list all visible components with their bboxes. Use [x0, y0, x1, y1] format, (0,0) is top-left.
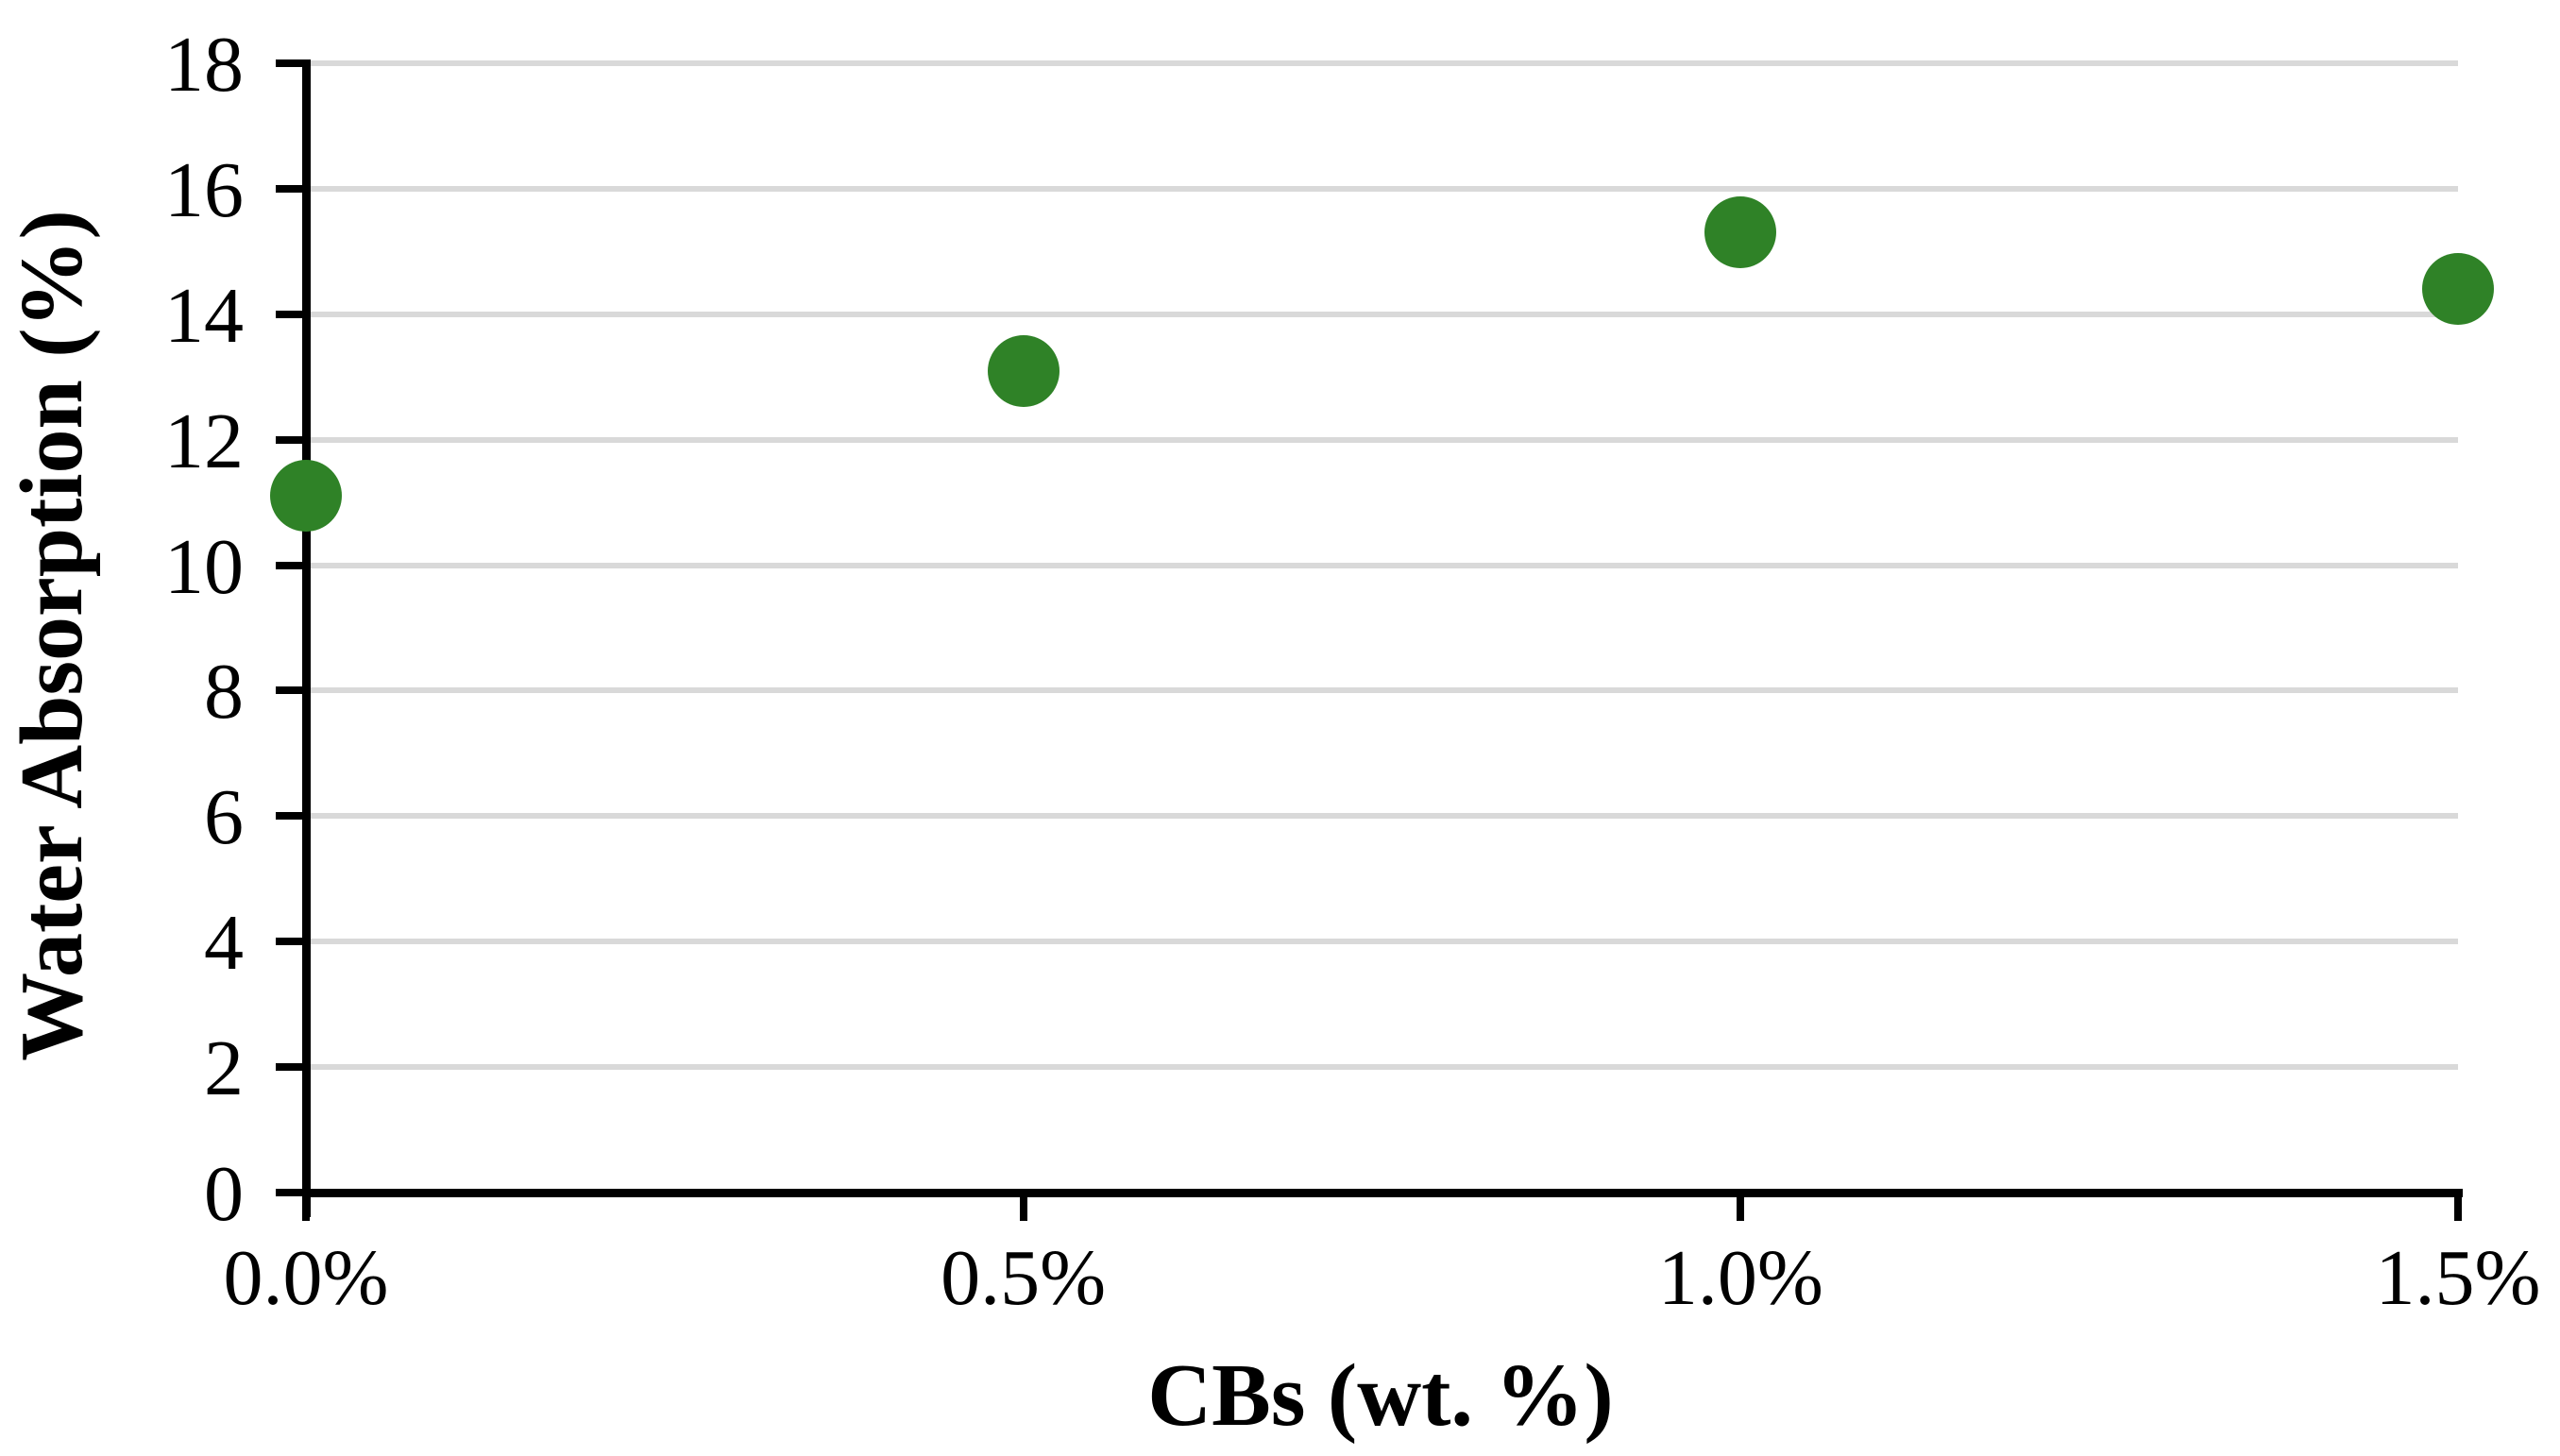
y-tick-label-16: 16	[164, 145, 244, 234]
y-tick-12	[276, 435, 310, 444]
y-tick-label-4: 4	[204, 899, 244, 988]
data-point-1.0%	[1704, 196, 1777, 269]
x-tick-label-0: 0.0%	[223, 1234, 389, 1322]
y-tick-label-0: 0	[204, 1150, 244, 1238]
y-tick-4	[276, 938, 310, 946]
x-axis-title: CBs (wt. %)	[1147, 1346, 1614, 1445]
y-tick-10	[276, 561, 310, 569]
data-point-1.5%	[2422, 253, 2494, 326]
gridline-y-14	[306, 311, 2458, 317]
y-tick-18	[276, 59, 310, 67]
x-tick-0	[302, 1189, 310, 1221]
x-axis-line	[302, 1189, 2463, 1197]
y-tick-label-2: 2	[204, 1024, 244, 1113]
y-tick-2	[276, 1063, 310, 1072]
data-point-0.0%	[270, 460, 342, 533]
y-tick-label-14: 14	[164, 271, 244, 360]
gridline-y-10	[306, 562, 2458, 568]
y-tick-label-12: 12	[164, 397, 244, 485]
gridline-y-4	[306, 939, 2458, 945]
gridline-y-16	[306, 185, 2458, 192]
gridline-y-6	[306, 813, 2458, 820]
y-tick-label-18: 18	[164, 21, 244, 109]
gridline-y-8	[306, 687, 2458, 694]
gridline-y-2	[306, 1064, 2458, 1071]
y-axis-line	[302, 59, 311, 1217]
y-tick-14	[276, 310, 310, 318]
data-point-0.5%	[987, 334, 1060, 407]
y-tick-8	[276, 686, 310, 695]
gridline-y-18	[306, 60, 2458, 66]
x-tick-label-3: 1.5%	[2375, 1234, 2541, 1322]
x-tick-label-1: 0.5%	[941, 1234, 1107, 1322]
x-tick-3	[2454, 1189, 2462, 1221]
x-tick-2	[1737, 1189, 1745, 1221]
y-tick-label-10: 10	[164, 522, 244, 611]
y-tick-0	[276, 1189, 310, 1196]
y-tick-16	[276, 184, 310, 193]
x-tick-label-2: 1.0%	[1657, 1234, 1823, 1322]
x-tick-1	[1019, 1189, 1027, 1221]
y-tick-label-8: 8	[204, 648, 244, 736]
y-tick-label-6: 6	[204, 773, 244, 862]
gridline-y-12	[306, 436, 2458, 443]
y-tick-6	[276, 812, 310, 821]
